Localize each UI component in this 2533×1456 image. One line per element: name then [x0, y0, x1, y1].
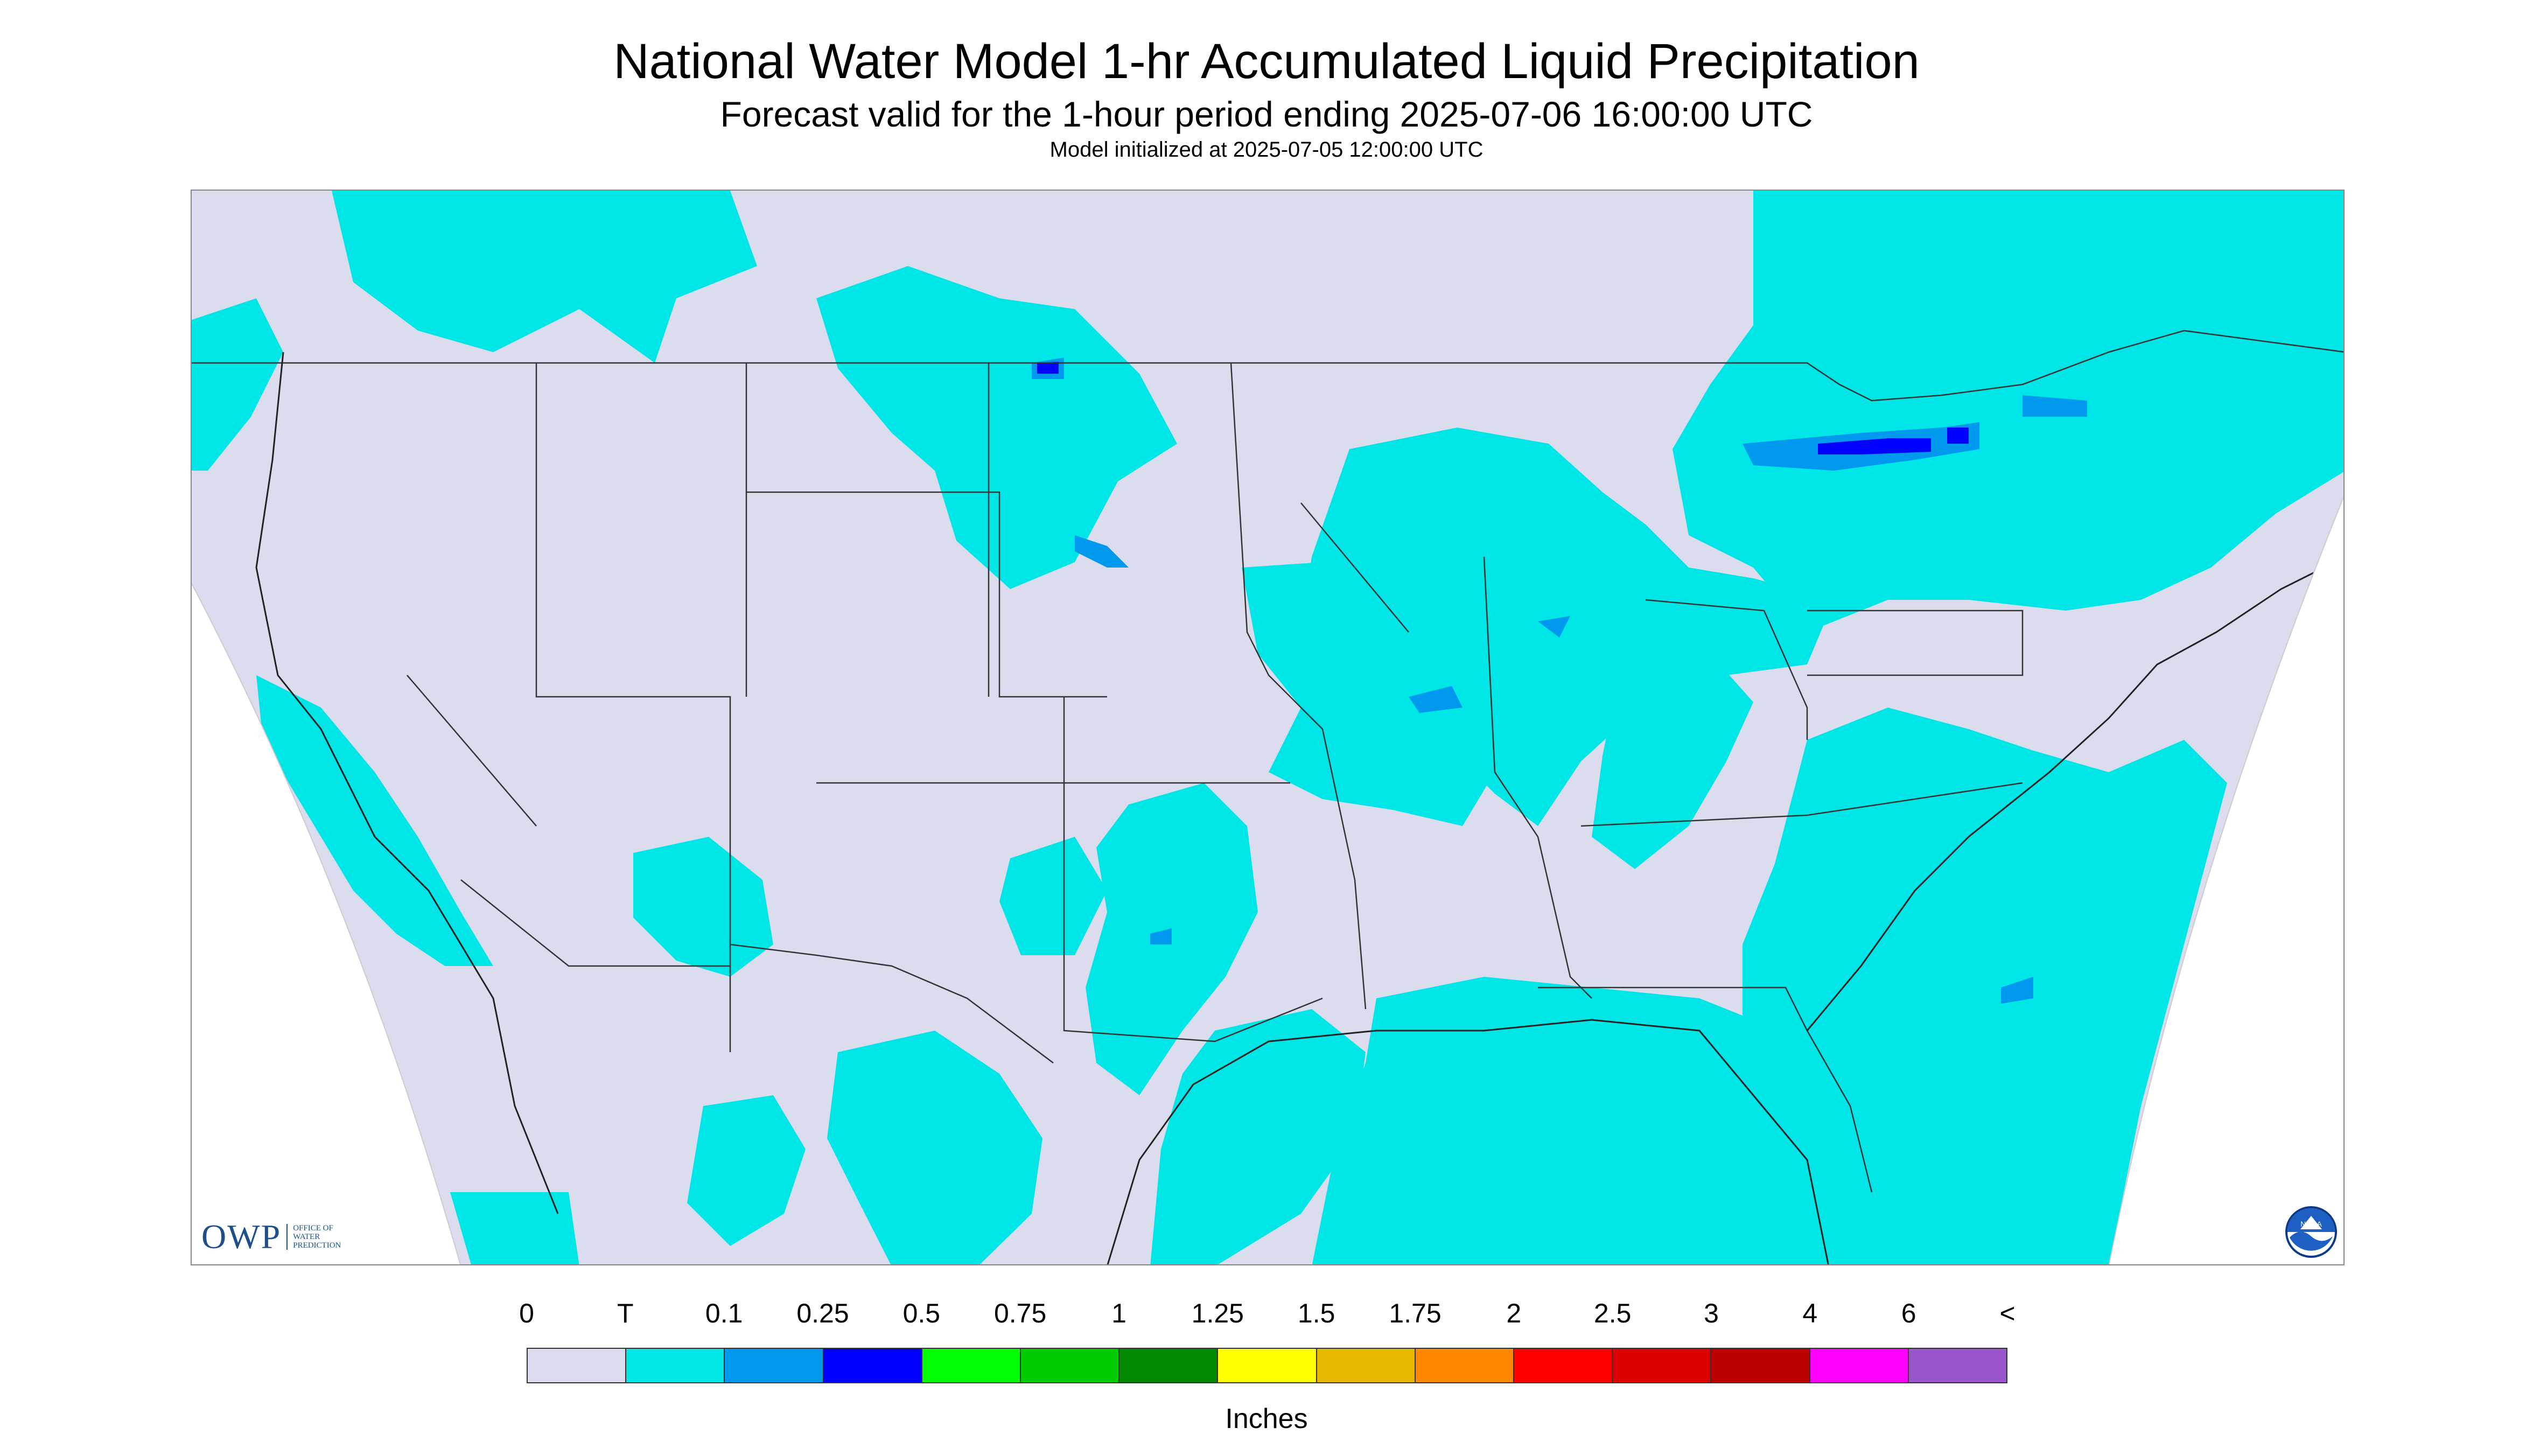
legend-label-1: T [617, 1298, 634, 1328]
legend-swatch-12 [1711, 1349, 1810, 1382]
legend-swatch-11 [1613, 1349, 1712, 1382]
precipitation-map[interactable]: OWP OFFICE OF WATER PREDICTION NOAA [191, 190, 2345, 1265]
owp-logo-line-2: WATER [293, 1233, 320, 1241]
legend-label-12: 3 [1704, 1298, 1719, 1328]
map-canvas [192, 191, 2343, 1264]
legend-label-11: 2.5 [1593, 1298, 1632, 1328]
model-init-text: Model initialized at 2025-07-05 12:00:00… [1049, 138, 1484, 162]
legend-units: Inches [1225, 1403, 1308, 1434]
legend-label-7: 1.25 [1191, 1298, 1244, 1328]
legend-label-9: 1.75 [1389, 1298, 1442, 1328]
legend-label-0: 0 [519, 1298, 534, 1328]
boundaries [192, 330, 2343, 1193]
legend-swatch-7 [1218, 1349, 1317, 1382]
legend-label-15: < [1999, 1298, 2016, 1328]
legend-swatch-8 [1317, 1349, 1416, 1382]
legend-swatch-9 [1415, 1349, 1515, 1382]
legend-label-8: 1.5 [1297, 1298, 1335, 1328]
legend-swatch-14 [1908, 1349, 2007, 1382]
legend-swatch-6 [1119, 1349, 1219, 1382]
forecast-valid-subtitle: Forecast valid for the 1-hour period end… [720, 94, 1813, 134]
legend-label-4: 0.5 [902, 1298, 941, 1328]
legend-swatch-4 [922, 1349, 1021, 1382]
owp-logo-mark: OWP [201, 1217, 282, 1256]
legend-swatch-1 [626, 1349, 725, 1382]
legend-label-2: 0.1 [705, 1298, 743, 1328]
noaa-logo-text: NOAA [2300, 1220, 2322, 1228]
precip-trace-areas [192, 191, 2343, 1264]
legend-swatch-13 [1810, 1349, 1909, 1382]
legend-swatch-5 [1021, 1349, 1120, 1382]
page-title: National Water Model 1-hr Accumulated Li… [613, 34, 1920, 89]
owp-logo-line-1: OFFICE OF [293, 1224, 333, 1233]
legend-swatch-2 [725, 1349, 824, 1382]
projection-edge-left [192, 583, 461, 1264]
legend-swatch-10 [1514, 1349, 1613, 1382]
legend-label-6: 1 [1111, 1298, 1126, 1328]
precip-0-25-areas [1037, 362, 1969, 454]
legend-color-bar [527, 1348, 2007, 1383]
legend-swatch-0 [528, 1349, 627, 1382]
legend-labels: 0 T 0.1 0.25 0.5 0.75 1 1.25 1.5 1.75 2 2.5 3 4 6 < [0, 1298, 2533, 1330]
legend-label-3: 0.25 [796, 1298, 849, 1328]
legend-label-14: 6 [1901, 1298, 1916, 1328]
legend-label-10: 2 [1506, 1298, 1522, 1328]
noaa-logo: NOAA [2285, 1206, 2337, 1258]
owp-logo: OWP OFFICE OF WATER PREDICTION [201, 1217, 341, 1257]
coastlines [255, 352, 2325, 1264]
owp-logo-line-3: PREDICTION [293, 1241, 341, 1250]
owp-logo-subtext: OFFICE OF WATER PREDICTION [286, 1224, 341, 1250]
legend-label-5: 0.75 [993, 1298, 1047, 1328]
projection-edge-right [2108, 496, 2343, 1264]
legend-swatch-3 [823, 1349, 922, 1382]
legend-label-13: 4 [1802, 1298, 1818, 1328]
